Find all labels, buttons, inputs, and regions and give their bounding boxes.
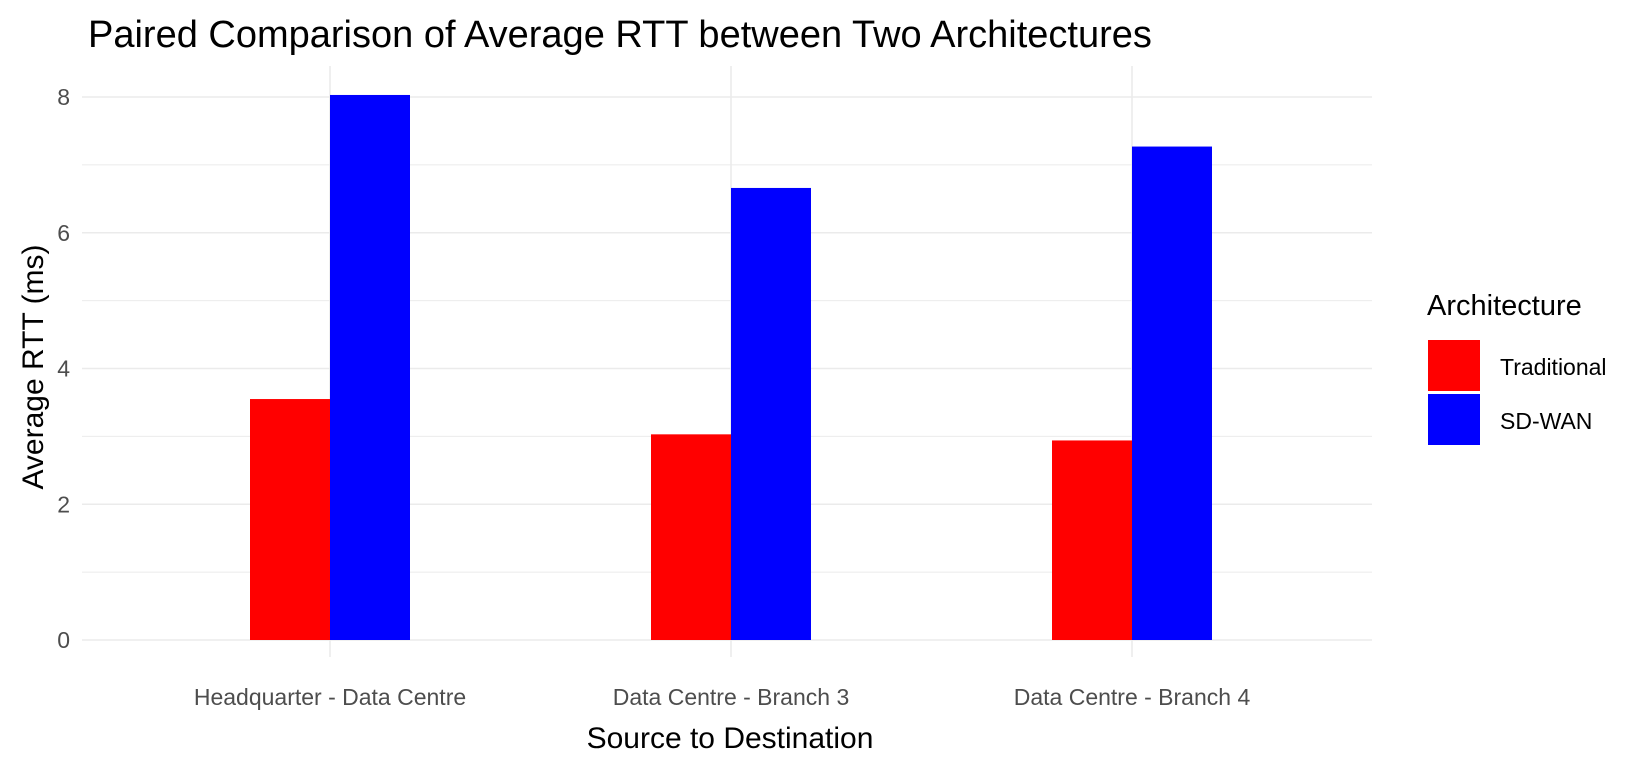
legend: Architecture Traditional SD-WAN [1427,290,1607,445]
y-tick-label: 2 [57,491,70,517]
bar-sdwan [330,94,410,641]
bar-traditional [651,434,731,640]
legend-title: Architecture [1427,290,1582,322]
bar-sdwan [731,187,811,640]
y-tick-label: 6 [57,220,70,246]
y-tick-label: 4 [57,356,70,382]
bar-sdwan [1132,146,1212,640]
bar-traditional [1052,440,1132,640]
chart-title: Paired Comparison of Average RTT between… [88,14,1152,56]
bar-traditional [250,399,330,640]
y-axis-title: Average RTT (ms) [17,244,50,489]
x-tick-label: Headquarter - Data Centre [194,684,466,710]
legend-label-traditional: Traditional [1500,354,1607,380]
tick-label-layer: 0 2 4 6 8 Headquarter - Data Centre Data Centr… [57,84,1250,710]
y-tick-label: 8 [57,84,70,110]
x-axis-title: Source to Destination [587,722,874,755]
x-tick-label: Data Centre - Branch 4 [1014,684,1251,710]
legend-key-traditional [1428,340,1480,391]
legend-key-sdwan [1428,394,1480,445]
y-tick-label: 0 [57,627,70,653]
legend-label-sdwan: SD-WAN [1500,408,1592,434]
x-tick-label: Data Centre - Branch 3 [613,684,850,710]
bars-layer [250,94,1212,641]
